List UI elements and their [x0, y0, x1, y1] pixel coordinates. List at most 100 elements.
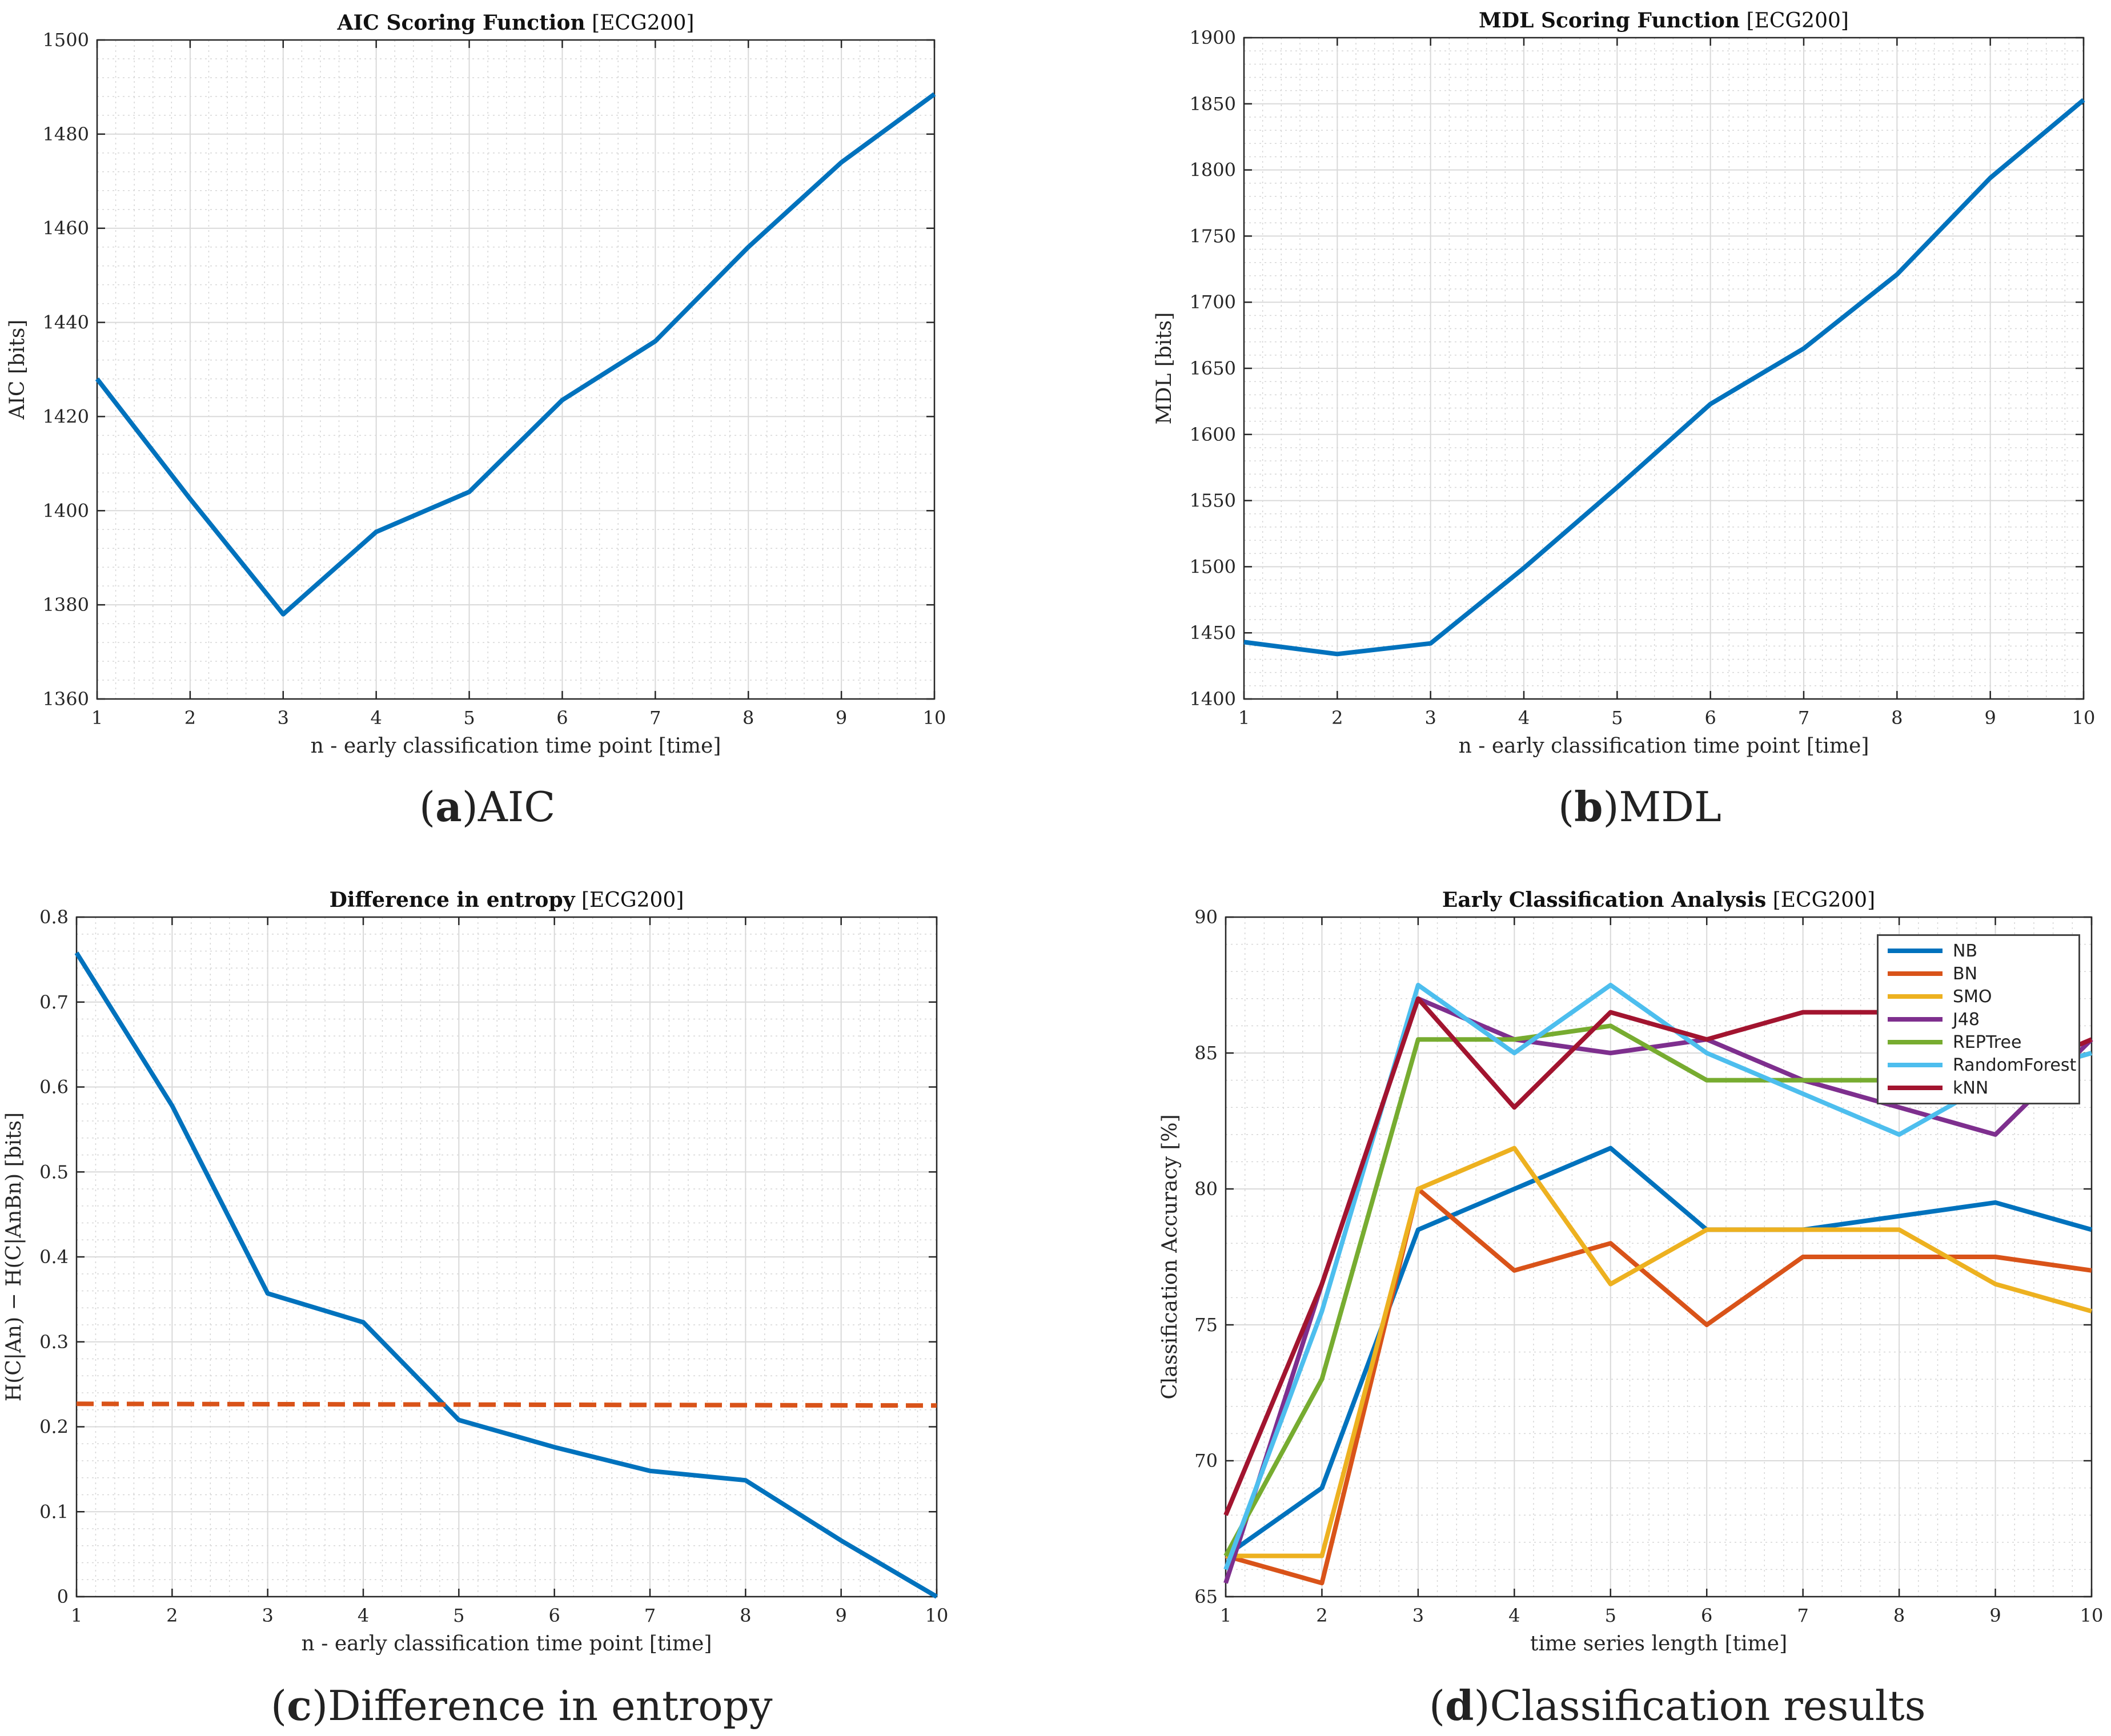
y-tick-label: 1450 [1190, 622, 1236, 644]
y-tick-label: 1600 [1190, 424, 1236, 445]
x-axis-label: time series length [time] [1530, 1632, 1787, 1655]
x-tick-label: 2 [1316, 1605, 1327, 1626]
x-tick-label: 9 [1989, 1605, 2001, 1626]
chart-title: AIC Scoring Function [ECG200] [337, 11, 695, 35]
y-tick-label: 0.8 [39, 906, 69, 928]
x-tick-label: 4 [370, 707, 382, 729]
series-line-smo [1226, 1146, 2093, 1558]
x-tick-label: 8 [740, 1605, 751, 1626]
x-tick-label: 4 [1518, 707, 1530, 729]
y-tick-label: 1400 [43, 500, 89, 521]
legend-swatch [1888, 1063, 1943, 1067]
chart-title: Difference in entropy [ECG200] [330, 888, 684, 912]
x-tick-label: 8 [1891, 707, 1903, 729]
y-tick-label: 0.6 [39, 1076, 69, 1098]
legend-swatch [1888, 1086, 1943, 1090]
y-tick-label: 0.5 [39, 1161, 69, 1183]
legend-item: kNN [1879, 1076, 2078, 1099]
y-tick-label: 70 [1194, 1450, 1218, 1472]
y-tick-label: 0.3 [39, 1331, 69, 1353]
chart-title: Early Classification Analysis [ECG200] [1442, 888, 1875, 912]
y-tick-label: 1440 [43, 312, 89, 333]
x-axis-label: n - early classification time point [tim… [1459, 734, 1869, 758]
legend-swatch [1888, 994, 1943, 999]
legend-item: SMO [1879, 985, 2078, 1008]
y-axis-label: MDL [bits] [1153, 312, 1176, 425]
y-tick-label: 1380 [43, 594, 89, 616]
x-tick-label: 3 [1412, 1605, 1424, 1626]
x-tick-label: 2 [184, 707, 196, 729]
y-tick-label: 1460 [43, 218, 89, 239]
x-tick-label: 10 [925, 1605, 949, 1626]
legend-label: RandomForest [1953, 1055, 2077, 1075]
x-tick-label: 5 [463, 707, 475, 729]
caption-c: (c)Difference in entropy [271, 1681, 773, 1730]
y-axis-label: Classification Accuracy [%] [1158, 1114, 1182, 1399]
x-tick-label: 5 [453, 1605, 464, 1626]
y-tick-label: 0.2 [39, 1416, 69, 1438]
x-tick-label: 10 [923, 707, 946, 729]
x-tick-label: 6 [1701, 1605, 1712, 1626]
y-tick-label: 1420 [43, 405, 89, 427]
x-tick-label: 7 [1798, 707, 1809, 729]
y-tick-label: 1500 [1190, 556, 1236, 577]
x-tick-label: 4 [358, 1605, 369, 1626]
chart-b: 1 2 3 4 5 6 7 8 9 10 1400 1450 1500 1550 1600 1650 1700 1… [1153, 9, 2095, 758]
chart-a: 1 2 3 4 5 6 7 8 9 10 1360 1380 1400 1420 1440 1460 1480 1… [6, 11, 946, 758]
x-tick-label: 2 [166, 1605, 178, 1626]
y-tick-label: 85 [1194, 1042, 1218, 1064]
legend-swatch [1888, 1017, 1943, 1022]
x-tick-label: 10 [2072, 707, 2096, 729]
x-tick-label: 5 [1611, 707, 1623, 729]
legend-swatch [1888, 1040, 1943, 1044]
x-tick-label: 6 [556, 707, 568, 729]
series-line-threshold [76, 1401, 937, 1408]
y-tick-label: 1400 [1190, 688, 1236, 710]
y-tick-label: 1500 [43, 29, 89, 51]
x-tick-label: 5 [1605, 1605, 1616, 1626]
legend-item: NB [1879, 939, 2078, 962]
x-tick-label: 9 [1984, 707, 1996, 729]
x-tick-label: 7 [649, 707, 661, 729]
y-tick-label: 1360 [43, 688, 89, 710]
series-line-aic [95, 92, 936, 617]
y-tick-label: 1550 [1190, 490, 1236, 512]
y-tick-label: 65 [1194, 1586, 1218, 1608]
x-tick-label: 4 [1508, 1605, 1520, 1626]
y-tick-label: 1900 [1190, 27, 1236, 49]
legend-item: J48 [1879, 1008, 2078, 1031]
legend-label: REPTree [1953, 1032, 2022, 1052]
y-tick-label: 1850 [1190, 93, 1236, 115]
x-tick-label: 3 [262, 1605, 273, 1626]
legend-label: SMO [1953, 986, 1992, 1007]
x-tick-label: 1 [1238, 707, 1250, 729]
caption-a: (a)AIC [419, 782, 556, 831]
series-line-nb [1224, 1146, 2093, 1558]
y-axis-label: AIC [bits] [6, 320, 29, 420]
legend-item: REPTree [1879, 1031, 2078, 1054]
caption-b: (b)MDL [1558, 782, 1721, 831]
x-tick-label: 1 [71, 1605, 82, 1626]
y-tick-label: 0.4 [39, 1246, 69, 1268]
y-tick-label: 1480 [43, 123, 89, 145]
x-tick-label: 3 [1424, 707, 1436, 729]
y-axis-label: H(C|An) − H(C|AnBn) [bits] [2, 1112, 26, 1401]
x-tick-label: 9 [835, 1605, 846, 1626]
x-tick-label: 1 [1220, 1605, 1231, 1626]
x-axis-label: n - early classification time point [tim… [311, 734, 721, 758]
x-tick-label: 9 [836, 707, 847, 729]
y-tick-label: 1800 [1190, 159, 1236, 181]
series-line-difference [74, 951, 938, 1599]
x-tick-label: 2 [1331, 707, 1343, 729]
caption-d: (d)Classification results [1429, 1681, 1926, 1730]
series-line-mdl [1243, 98, 2085, 657]
x-tick-label: 10 [2080, 1605, 2104, 1626]
y-tick-label: 80 [1194, 1178, 1218, 1200]
x-tick-label: 1 [91, 707, 103, 729]
x-tick-label: 7 [644, 1605, 656, 1626]
x-tick-label: 6 [548, 1605, 560, 1626]
y-tick-label: 0.1 [39, 1501, 69, 1522]
y-tick-label: 1750 [1190, 225, 1236, 247]
x-tick-label: 8 [743, 707, 754, 729]
